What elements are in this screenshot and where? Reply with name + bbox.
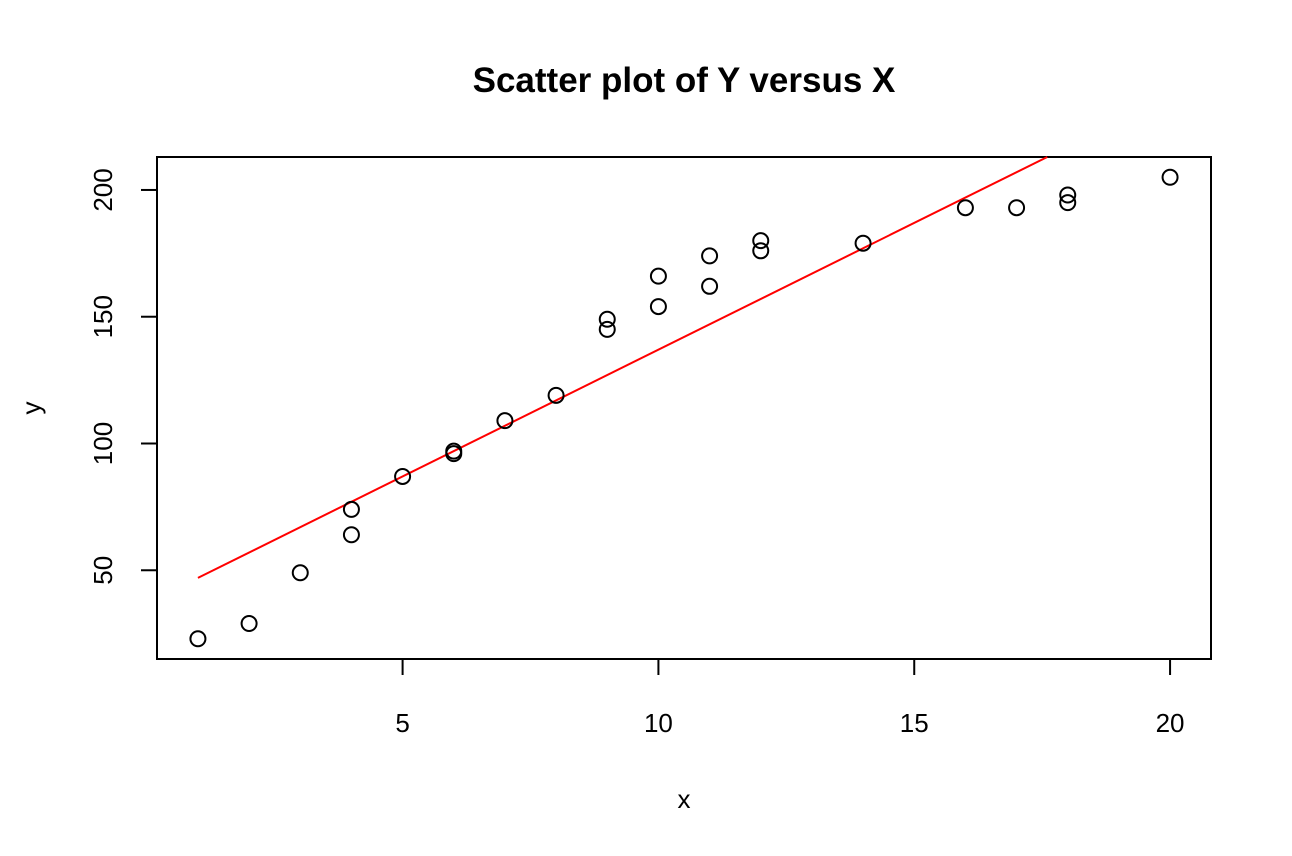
x-tick-label: 5: [395, 708, 409, 738]
fit-line-group: [197, 156, 1048, 579]
y-tick-label: 150: [88, 295, 118, 338]
data-point: [701, 277, 719, 295]
data-point: [854, 234, 872, 252]
plot-frame: [156, 156, 1212, 660]
x-tick-label: 20: [1156, 708, 1185, 738]
data-point: [752, 232, 770, 250]
y-axis-label: y: [16, 402, 46, 415]
x-tick-label: 10: [644, 708, 673, 738]
data-point: [1008, 199, 1026, 217]
data-point: [291, 564, 309, 582]
data-point: [1059, 194, 1077, 212]
x-axis: 5 10 15 20: [395, 658, 1185, 738]
x-axis-label: x: [678, 784, 691, 814]
data-point: [701, 247, 719, 265]
data-point: [342, 526, 360, 544]
fit-line: [197, 156, 1048, 579]
data-point: [598, 310, 616, 328]
data-point: [547, 386, 565, 404]
data-point: [342, 500, 360, 518]
points-group: [189, 168, 1179, 648]
data-point: [649, 298, 667, 316]
y-axis: 50 100 150 200: [88, 168, 158, 585]
data-point: [189, 630, 207, 648]
data-point: [956, 199, 974, 217]
y-tick-label: 100: [88, 422, 118, 465]
data-point: [1161, 168, 1179, 186]
data-point: [496, 412, 514, 430]
data-point: [598, 320, 616, 338]
data-point: [1059, 186, 1077, 204]
y-tick-label: 50: [88, 556, 118, 585]
y-tick-label: 200: [88, 168, 118, 211]
data-point: [649, 267, 667, 285]
data-point: [445, 442, 463, 460]
data-point: [240, 615, 258, 633]
data-point: [752, 242, 770, 260]
x-tick-label: 15: [900, 708, 929, 738]
chart-title: Scatter plot of Y versus X: [473, 61, 896, 100]
data-point: [394, 467, 412, 485]
